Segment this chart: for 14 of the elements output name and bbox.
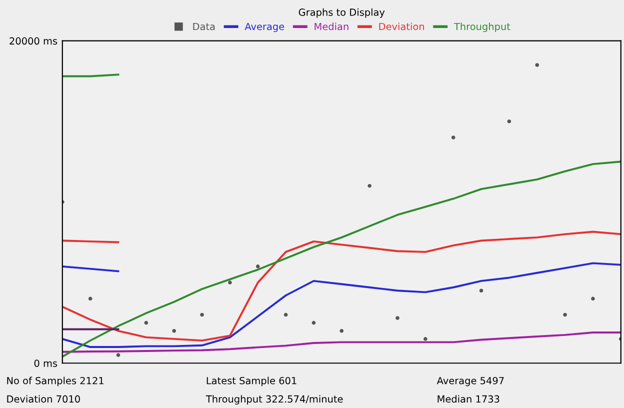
- legend-label: Average: [244, 22, 284, 32]
- legend-label: Throughput: [454, 22, 510, 32]
- text: Throughput 322.574/minute: [206, 395, 343, 405]
- legend-label: Median: [314, 22, 348, 30]
- legend-title: Graphs to Display: [298, 8, 385, 18]
- text: Latest Sample 601: [206, 376, 296, 386]
- y-tick-label: 20000 ms: [10, 37, 58, 45]
- text: No of Samples 2121: [7, 376, 104, 386]
- y-tick-label: 0 ms: [34, 360, 58, 367]
- legend-label: Deviation: [379, 22, 424, 30]
- text: Median 1733: [438, 395, 500, 403]
- legend-label: Data: [193, 22, 215, 30]
- text: Average 5497: [436, 376, 504, 386]
- text: Deviation 7010: [7, 395, 80, 403]
